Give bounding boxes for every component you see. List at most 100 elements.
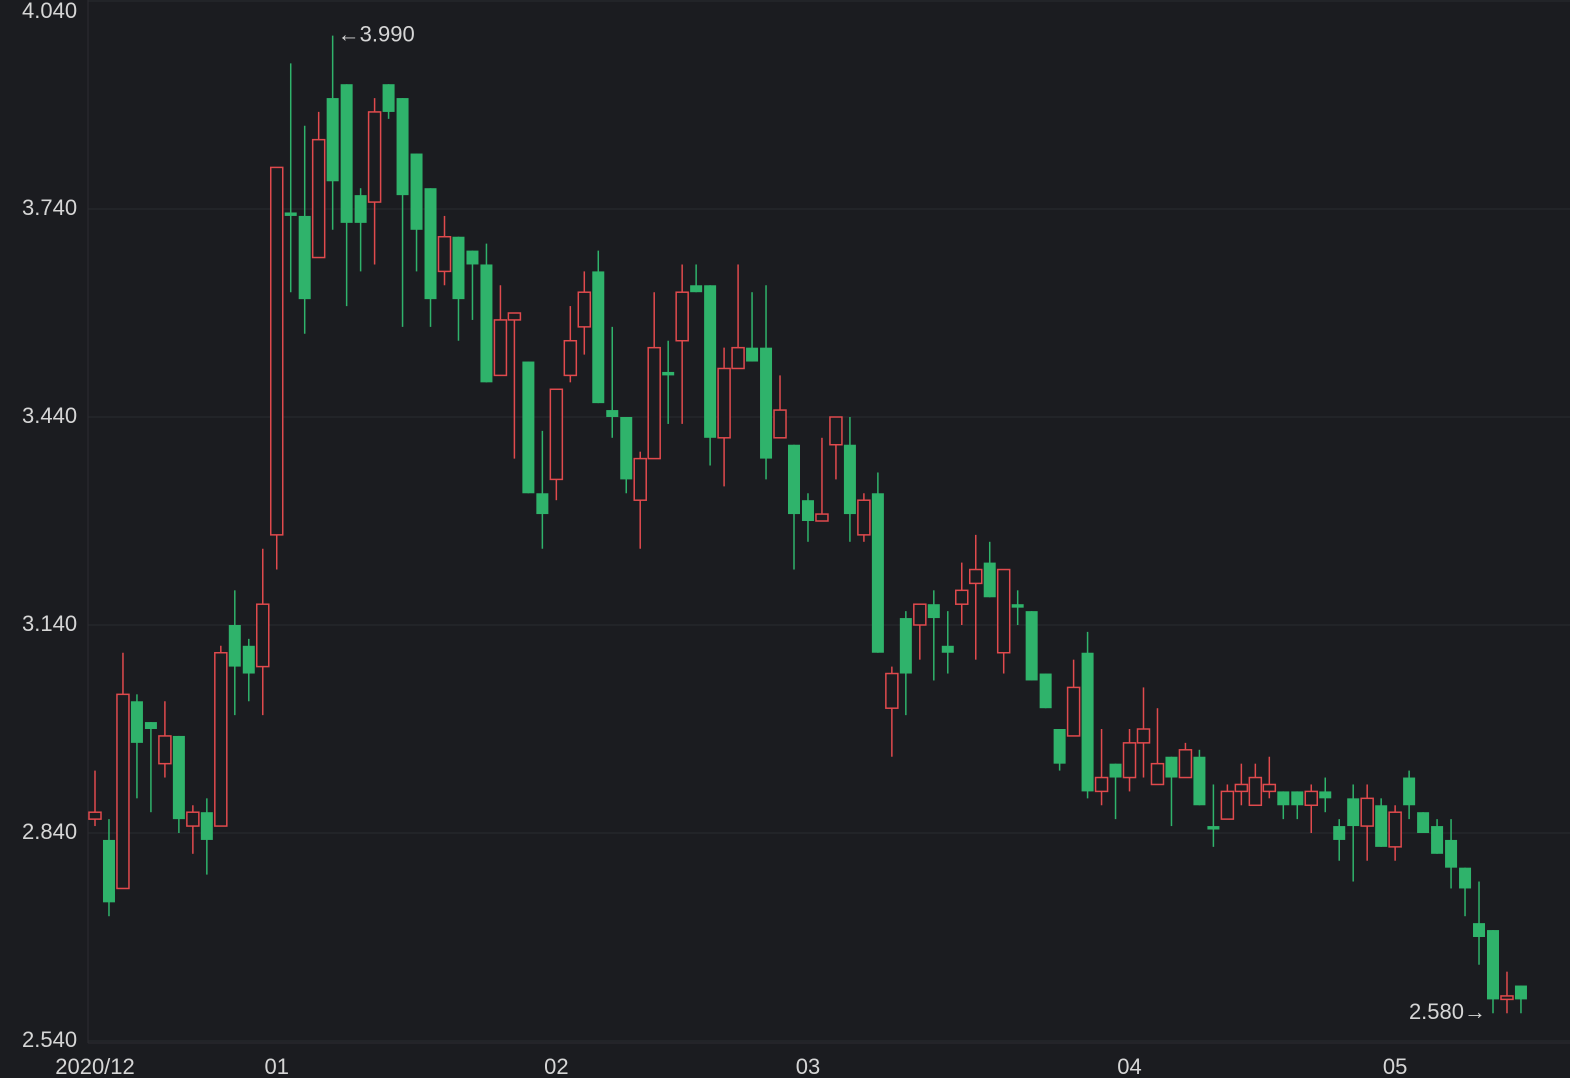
candle-body <box>382 84 395 112</box>
max-annotation: ←3.990 <box>338 21 415 46</box>
x-tick-label: 04 <box>1117 1054 1141 1078</box>
candle-body <box>214 651 228 827</box>
candle-body <box>731 346 745 370</box>
candle-body <box>228 625 241 667</box>
y-tick-label: 3.440 <box>22 403 77 428</box>
candle-body <box>424 188 437 300</box>
candle-body <box>1347 798 1360 827</box>
x-tick-label: 02 <box>544 1054 568 1078</box>
candle-body <box>410 153 423 230</box>
candle-body <box>996 568 1011 654</box>
candle-body <box>1262 783 1277 793</box>
candle-body <box>549 388 564 481</box>
candle-body <box>815 513 829 522</box>
candle-body <box>452 236 465 300</box>
candle-body <box>269 166 284 536</box>
candle-body <box>843 444 856 515</box>
y-tick-label: 3.740 <box>22 195 77 220</box>
candle-body <box>1417 812 1430 833</box>
candle-body <box>200 812 213 840</box>
candle-body <box>577 291 592 328</box>
candle-body <box>592 271 605 404</box>
candle-body <box>326 98 339 182</box>
candle-body <box>913 603 927 626</box>
y-tick-label: 2.840 <box>22 819 77 844</box>
candle-body <box>102 839 115 903</box>
candle-body <box>1025 611 1038 681</box>
candle-body <box>493 319 508 377</box>
candle-body <box>1178 749 1193 779</box>
candle-body <box>1277 791 1290 806</box>
candle-body <box>284 212 297 216</box>
candle-body <box>1487 930 1499 1000</box>
candle-body <box>746 347 759 362</box>
candle-body <box>437 235 452 273</box>
candle-body <box>88 811 102 820</box>
candle-body <box>871 493 884 653</box>
candle-body <box>1333 826 1346 840</box>
candle-body <box>968 568 983 585</box>
candle-body <box>899 618 912 674</box>
candle-body <box>1165 756 1178 778</box>
candle-body <box>242 645 255 674</box>
candle-body <box>1011 604 1024 608</box>
candle-body <box>396 98 409 196</box>
candle-body <box>941 645 954 653</box>
candle-body <box>1291 791 1304 806</box>
candle-body <box>1207 826 1220 830</box>
candle-body <box>186 811 200 827</box>
candle-body <box>1388 811 1402 848</box>
candle-body <box>857 499 871 536</box>
candle-body <box>1375 805 1388 847</box>
candle-body <box>1109 763 1122 778</box>
candle-body <box>1066 686 1081 737</box>
candle-body <box>633 457 647 501</box>
candle-body <box>1514 985 1527 1000</box>
candle-body <box>507 312 522 321</box>
candle-body <box>1248 776 1263 807</box>
candle-body <box>1234 783 1249 793</box>
x-tick-label: 01 <box>264 1054 288 1078</box>
candle-body <box>690 285 703 293</box>
candle-body <box>480 264 493 383</box>
candle-body <box>367 111 382 203</box>
candle-body <box>1220 790 1235 820</box>
x-tick-label: 05 <box>1383 1054 1407 1078</box>
candle-body <box>620 417 633 480</box>
candle-body <box>144 722 157 729</box>
candle-body <box>955 589 969 605</box>
y-tick-label: 2.540 <box>22 1027 77 1052</box>
candle-body <box>829 416 843 446</box>
candle-body <box>1094 776 1109 793</box>
y-tick-label: 3.140 <box>22 611 77 636</box>
candle-body <box>760 347 773 459</box>
candle-body <box>130 701 143 743</box>
candle-body <box>172 735 185 820</box>
candle-body <box>1431 826 1444 854</box>
x-tick-label: 2020/12 <box>55 1054 135 1078</box>
x-tick-label: 03 <box>796 1054 820 1078</box>
candle-body <box>563 339 578 377</box>
candle-body <box>983 562 996 598</box>
candle-body <box>1473 923 1486 937</box>
candle-body <box>1459 867 1472 889</box>
candle-body <box>1500 995 1514 1001</box>
candle-body <box>801 500 814 521</box>
candle-body <box>927 604 940 619</box>
candle-body <box>717 367 731 439</box>
candle-body <box>1360 797 1374 827</box>
candle-body <box>116 693 130 890</box>
candle-body <box>536 493 549 515</box>
candle-body <box>1304 790 1319 807</box>
candle-body <box>704 285 717 438</box>
candle-body <box>158 735 172 765</box>
y-tick-label: 4.040 <box>22 0 77 23</box>
candle-body <box>647 346 661 460</box>
candle-body <box>885 672 899 709</box>
candle-body <box>773 409 787 439</box>
candle-body <box>522 361 535 494</box>
candle-body <box>256 603 270 668</box>
candle-body <box>1403 777 1416 806</box>
